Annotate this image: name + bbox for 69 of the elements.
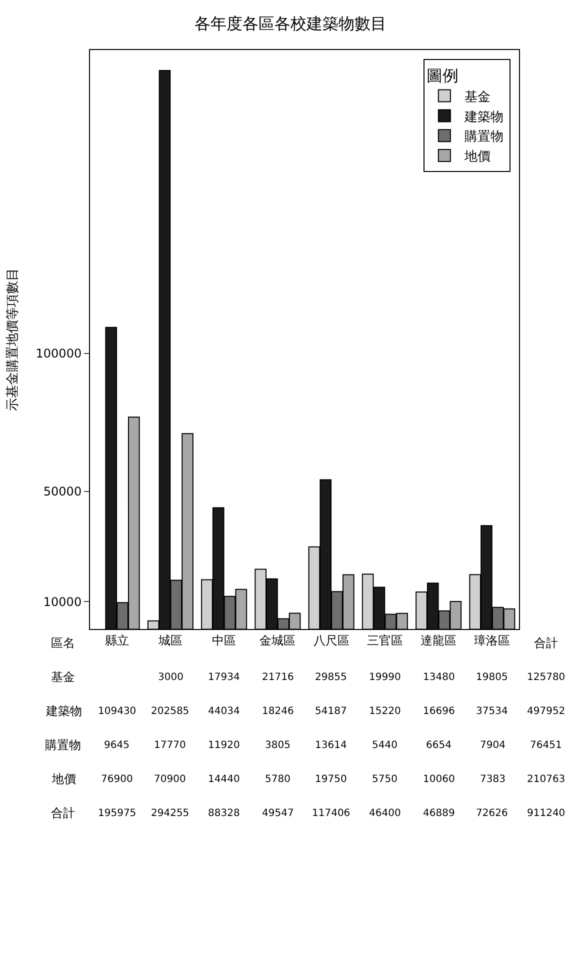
data-label: 5780 bbox=[265, 774, 290, 785]
text: 76451 bbox=[530, 740, 562, 751]
y-axis-title: 示基金購置地價等項數目 bbox=[6, 268, 21, 412]
text: 46400 bbox=[369, 808, 401, 819]
data-label: 16696 bbox=[423, 706, 455, 717]
text: 88328 bbox=[208, 808, 240, 819]
text: 294255 bbox=[151, 808, 190, 819]
text: 區名 bbox=[51, 636, 75, 650]
data-label: 15220 bbox=[369, 706, 401, 717]
chart-title: 各年度各區各校建築物數目 bbox=[194, 14, 386, 34]
x-tick-label: 八尺區 bbox=[313, 634, 350, 648]
x-tick-label: 城區 bbox=[157, 634, 182, 648]
data-label: 5750 bbox=[372, 774, 398, 785]
data-label: 17934 bbox=[208, 672, 240, 683]
data-label: 3805 bbox=[265, 740, 290, 751]
x-tick-label: 中區 bbox=[212, 634, 236, 648]
y-tick-label: 10000 bbox=[43, 594, 82, 609]
data-label: 109430 bbox=[98, 706, 136, 717]
legend-title: 圖例 bbox=[426, 66, 458, 85]
text: 195975 bbox=[98, 808, 136, 819]
data-label: 11920 bbox=[208, 740, 240, 751]
text: 基金 bbox=[51, 670, 75, 684]
data-label: 13480 bbox=[423, 672, 455, 683]
data-label: 3000 bbox=[158, 672, 184, 683]
text: 72626 bbox=[476, 808, 508, 819]
text: 497952 bbox=[527, 706, 566, 717]
text: 49547 bbox=[262, 808, 294, 819]
data-label: 19990 bbox=[369, 672, 401, 683]
y-tick-label: 100000 bbox=[36, 346, 82, 361]
data-label: 6654 bbox=[426, 740, 452, 751]
legend-label: 購置物 bbox=[464, 130, 504, 145]
legend-label: 建築物 bbox=[463, 110, 504, 125]
text: 購置物 bbox=[45, 738, 81, 752]
text: 地價 bbox=[51, 772, 76, 786]
data-label: 29855 bbox=[315, 672, 347, 683]
x-tick-label: 璋洛區 bbox=[474, 634, 510, 648]
x-tick-label: 縣立 bbox=[104, 634, 129, 648]
data-label: 19805 bbox=[476, 672, 508, 683]
text: 117406 bbox=[312, 808, 350, 819]
data-label: 21716 bbox=[262, 672, 294, 683]
data-label: 13614 bbox=[315, 740, 347, 751]
data-label: 7383 bbox=[480, 774, 506, 785]
data-label: 14440 bbox=[208, 774, 240, 785]
data-label: 7904 bbox=[480, 740, 506, 751]
data-label: 19750 bbox=[315, 774, 347, 785]
legend-label: 地價 bbox=[463, 150, 490, 165]
data-label: 70900 bbox=[154, 774, 186, 785]
text: 911240 bbox=[527, 808, 566, 819]
data-label: 54187 bbox=[315, 706, 347, 717]
data-label: 9645 bbox=[104, 740, 130, 751]
legend-label: 基金 bbox=[464, 90, 490, 105]
data-label: 202585 bbox=[151, 706, 190, 717]
x-tick-label: 達龍區 bbox=[420, 634, 457, 648]
text: 210763 bbox=[527, 774, 566, 785]
data-label: 37534 bbox=[476, 706, 508, 717]
y-tick-label: 50000 bbox=[43, 484, 82, 498]
x-tick-label: 金城區 bbox=[260, 634, 296, 648]
text: 125780 bbox=[527, 672, 566, 683]
data-label: 17770 bbox=[154, 740, 186, 751]
data-label: 10060 bbox=[423, 774, 455, 785]
text: 建築物 bbox=[45, 704, 82, 718]
data-label: 5440 bbox=[372, 740, 398, 751]
text: 46889 bbox=[423, 808, 455, 819]
text: 合計 bbox=[534, 636, 558, 650]
x-tick-label: 三官區 bbox=[366, 634, 403, 648]
data-label: 18246 bbox=[262, 706, 294, 717]
text: 合計 bbox=[51, 806, 75, 820]
data-label: 76900 bbox=[101, 774, 133, 785]
data-label: 44034 bbox=[208, 706, 240, 717]
